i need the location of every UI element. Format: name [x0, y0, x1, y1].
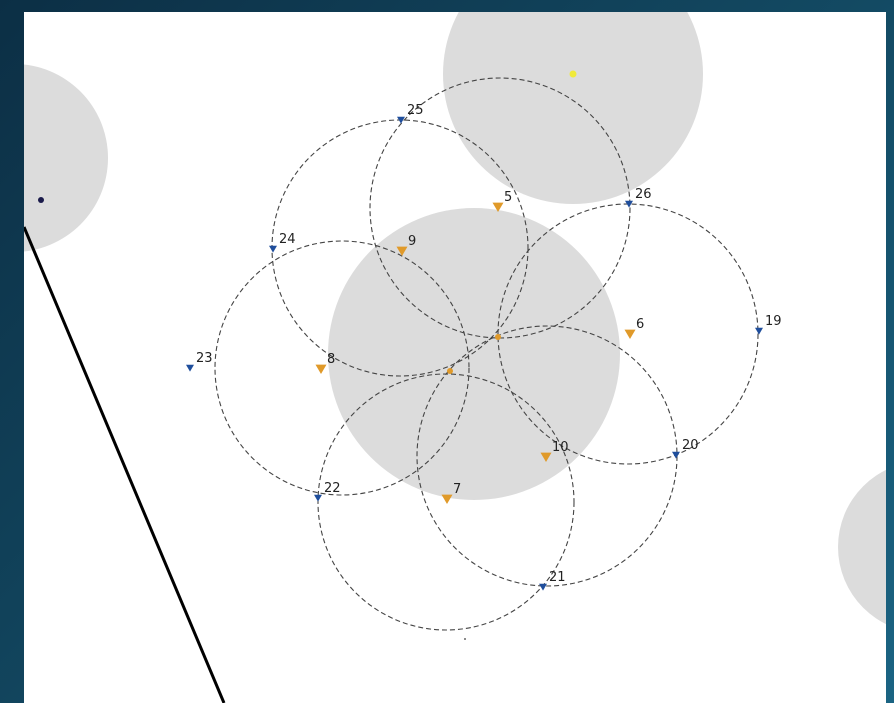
shaded-regions: [24, 12, 886, 625]
shaded-region-left: [24, 64, 108, 252]
intersection-point: [447, 368, 453, 374]
boundary-line: [24, 226, 226, 703]
diagram-panel: 19 20 21 22 23 24 25 26 5 6 7 8 9 10: [24, 12, 886, 703]
orange-marker-5: [492, 202, 504, 212]
network-diagram: 19 20 21 22 23 24 25 26 5 6 7 8 9 10: [24, 12, 886, 703]
blue-marker-21: [539, 583, 547, 591]
orange-marker-label-10: 10: [552, 440, 569, 455]
shaded-region-center: [328, 208, 620, 500]
orange-markers: 5 6 7 8 9 10: [315, 190, 644, 504]
orange-marker-label-9: 9: [408, 234, 416, 249]
blue-marker-24: [269, 245, 277, 253]
blue-marker-label-26: 26: [635, 187, 652, 202]
orange-marker-7: [441, 494, 453, 504]
blue-marker-label-25: 25: [407, 103, 424, 118]
blue-marker-label-21: 21: [549, 570, 566, 585]
blue-marker-22: [314, 494, 322, 502]
small-dot: [464, 638, 466, 640]
orange-marker-10: [540, 452, 552, 462]
blue-marker-label-24: 24: [279, 232, 296, 247]
blue-marker-label-23: 23: [196, 351, 213, 366]
yellow-point: [569, 70, 577, 78]
orange-marker-label-8: 8: [327, 352, 335, 367]
blue-marker-label-19: 19: [765, 314, 782, 329]
blue-marker-20: [672, 451, 680, 459]
blue-marker-19: [755, 327, 763, 335]
blue-marker-26: [625, 200, 633, 208]
orange-marker-label-5: 5: [504, 190, 512, 205]
orange-marker-8: [315, 364, 327, 374]
orange-marker-9: [396, 246, 408, 256]
blue-marker-25: [397, 116, 405, 124]
orange-marker-label-6: 6: [636, 317, 644, 332]
dashed-circle: [214, 240, 470, 496]
blue-markers: 19 20 21 22 23 24 25 26: [186, 103, 782, 591]
shaded-region-right: [838, 469, 886, 625]
intersection-point: [495, 334, 501, 340]
navy-point: [38, 197, 44, 203]
shaded-region-top: [443, 12, 703, 204]
blue-marker-label-20: 20: [682, 438, 699, 453]
orange-marker-label-7: 7: [453, 482, 461, 497]
blue-marker-label-22: 22: [324, 481, 341, 496]
orange-marker-6: [624, 329, 636, 339]
blue-marker-23: [186, 364, 194, 372]
